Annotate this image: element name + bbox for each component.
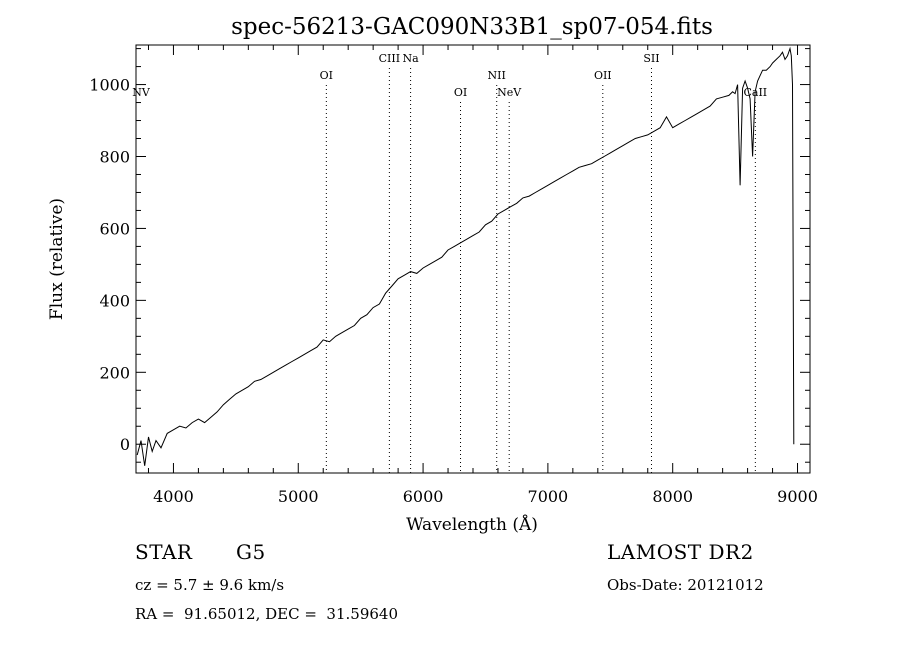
redshift-cz: cz = 5.7 ± 9.6 km/s xyxy=(135,576,285,594)
x-tick-label: 5000 xyxy=(278,487,319,506)
ra-dec: RA = 91.65012, DEC = 31.59640 xyxy=(135,605,399,623)
y-axis: 0 200 400 600 800 1000 xyxy=(89,48,810,463)
line-label: CIII xyxy=(379,52,400,65)
x-tick-label: 9000 xyxy=(777,487,818,506)
spectrum-line xyxy=(136,46,795,466)
y-tick-label: 600 xyxy=(99,219,130,238)
line-label: NV xyxy=(132,86,151,99)
chart-title: spec-56213-GAC090N33B1_sp07-054.fits xyxy=(231,14,713,40)
line-label: Na xyxy=(402,52,419,65)
line-label: NeV xyxy=(497,86,522,99)
x-tick-label: 6000 xyxy=(403,487,444,506)
y-axis-label: Flux (relative) xyxy=(47,198,67,320)
object-class: STAR xyxy=(135,540,193,564)
line-label: OII xyxy=(594,69,612,82)
y-tick-label: 0 xyxy=(120,435,130,454)
survey-name: LAMOST DR2 xyxy=(607,540,754,564)
line-label: NII xyxy=(488,69,506,82)
y-tick-label: 200 xyxy=(99,363,130,382)
x-axis: 4000 5000 6000 7000 8000 9000 xyxy=(147,45,818,506)
x-axis-label: Wavelength (Å) xyxy=(406,514,538,535)
y-tick-label: 1000 xyxy=(89,76,130,95)
y-tick-label: 400 xyxy=(99,291,130,310)
obs-date: Obs-Date: 20121012 xyxy=(607,576,764,594)
annotation-lines xyxy=(325,68,756,473)
line-label: SII xyxy=(643,52,659,65)
plot-frame xyxy=(135,44,811,474)
subclass: G5 xyxy=(236,540,266,564)
x-tick-label: 7000 xyxy=(528,487,569,506)
line-label: OI xyxy=(454,86,467,99)
x-tick-label: 8000 xyxy=(652,487,693,506)
y-tick-label: 800 xyxy=(99,147,130,166)
x-tick-label: 4000 xyxy=(153,487,194,506)
line-label: OI xyxy=(320,69,333,82)
